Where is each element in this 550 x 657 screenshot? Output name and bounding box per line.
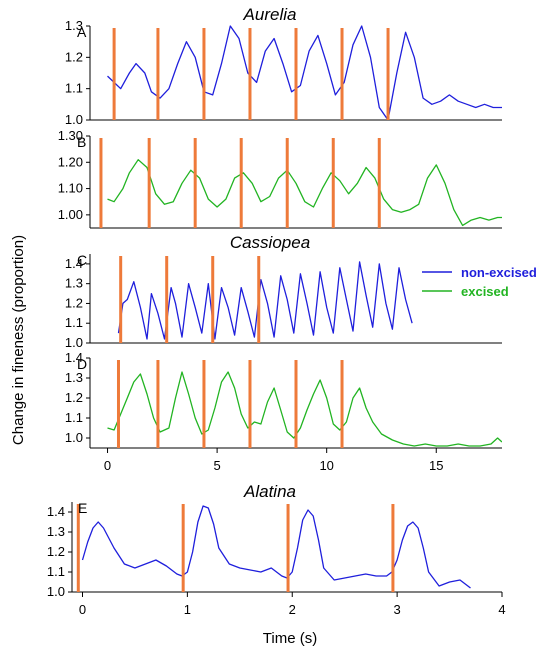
x-tick-label: 4 [498,602,505,617]
y-tick-label: 1.30 [58,128,83,143]
series-line-non-excised [81,505,471,589]
y-tick-label: 1.1 [47,564,65,579]
panel-letter-e: E [78,500,87,516]
y-tick-label: 1.3 [47,524,65,539]
x-tick-label: 15 [429,458,443,473]
x-tick-label: 10 [319,458,333,473]
y-tick-label: 1.1 [65,81,83,96]
y-tick-label: 1.2 [65,390,83,405]
panel-letter-b: B [77,134,86,150]
x-tick-label: 2 [289,602,296,617]
y-tick-label: 1.1 [65,315,83,330]
y-tick-label: 1.4 [47,504,65,519]
y-tick-label: 1.3 [65,370,83,385]
y-tick-label: 1.0 [65,112,83,127]
x-tick-label: 0 [79,602,86,617]
y-tick-label: 1.0 [47,584,65,599]
series-line-non-excised [117,261,413,340]
y-tick-label: 1.0 [65,430,83,445]
panel-b: 1.00 1.10 1.20 1.30B [58,128,502,229]
series-line-excised [107,371,502,447]
y-tick-label: 1.4 [65,256,83,271]
panel-letter-d: D [77,356,87,372]
y-tick-label: 1.2 [65,295,83,310]
y-tick-label: 1.0 [65,335,83,350]
x-tick-label: 0 [104,458,111,473]
panel-letter-c: C [77,252,87,268]
y-tick-label: 1.10 [58,181,83,196]
legend-label-excised: excised [461,284,509,299]
species-title-aurelia: Aurelia [243,5,297,24]
species-title-cassiopea: Cassiopea [230,233,310,252]
y-tick-label: 1.00 [58,207,83,222]
y-tick-label: 1.2 [47,544,65,559]
y-tick-label: 1.3 [65,276,83,291]
legend: non-excised excised [422,265,537,299]
series-line-excised [107,159,502,227]
y-axis-label: Change in fineness (proportion) [10,235,27,445]
y-tick-label: 1.3 [65,18,83,33]
y-tick-label: 1.20 [58,154,83,169]
series-line-non-excised [107,25,502,120]
x-axis-label: Time (s) [263,630,317,647]
panel-e: 1.0 1.1 1.2 1.3 1.4 0 1 2 3 4 E [47,500,506,617]
x-tick-label: 3 [394,602,401,617]
y-tick-label: 1.1 [65,410,83,425]
y-tick-label: 1.4 [65,350,83,365]
y-tick-label: 1.2 [65,49,83,64]
x-tick-label: 5 [213,458,220,473]
panel-c: 1.0 1.1 1.2 1.3 1.4C [65,252,502,350]
species-title-alatina: Alatina [243,482,296,501]
panel-letter-a: A [77,24,87,40]
panel-a: 1.0 1.1 1.2 1.3A [65,18,502,127]
panel-d: 1.0 1.1 1.2 1.3 1.4 0 5 10 15 D [65,350,502,473]
x-tick-label: 1 [184,602,191,617]
legend-label-non-excised: non-excised [461,265,537,280]
